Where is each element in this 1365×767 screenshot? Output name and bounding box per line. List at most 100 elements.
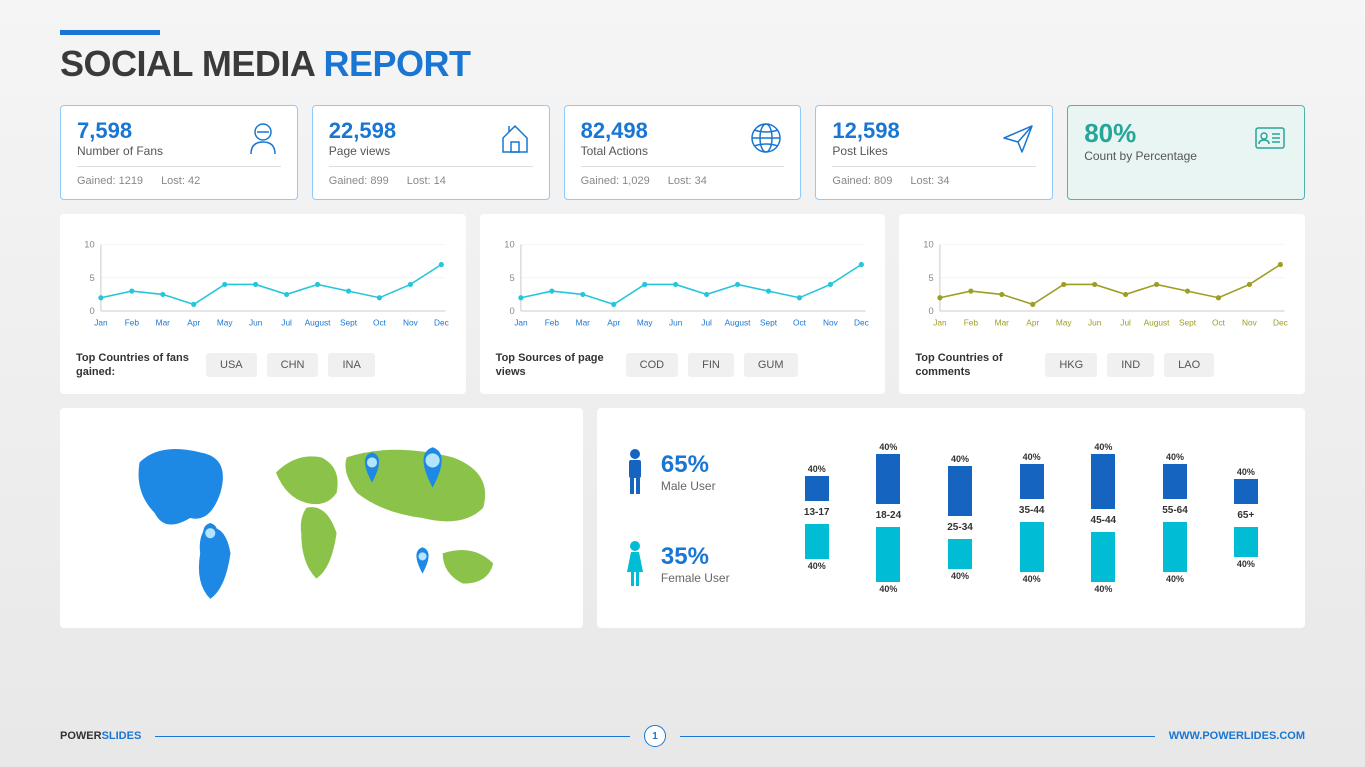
male-bar: [1091, 454, 1115, 509]
country-tag[interactable]: FIN: [688, 353, 734, 377]
metric-gained: Gained: 899: [329, 175, 389, 187]
metric-lost: Lost: 34: [910, 175, 949, 187]
footer: POWERSLIDES 1 WWW.POWERLIDES.COM: [60, 725, 1305, 747]
svg-text:Mar: Mar: [995, 318, 1010, 328]
male-bar: [1234, 479, 1258, 504]
female-bar: [876, 527, 900, 582]
svg-text:Apr: Apr: [187, 318, 200, 328]
svg-text:Apr: Apr: [1027, 318, 1040, 328]
svg-text:Dec: Dec: [854, 318, 869, 328]
chart-label: Top Countries of comments: [915, 351, 1035, 380]
country-tag[interactable]: HKG: [1045, 353, 1097, 377]
bar-value-label: 40%: [1023, 574, 1041, 584]
male-pct: 65%: [661, 451, 716, 479]
svg-text:5: 5: [89, 273, 94, 283]
page-number: 1: [644, 725, 666, 747]
bar-value-label: 40%: [808, 464, 826, 474]
metric-card-1: 22,598 Page views Gained: 899Lost: 14: [312, 105, 550, 200]
footer-url: WWW.POWERLIDES.COM: [1169, 730, 1305, 742]
male-bar: [805, 476, 829, 501]
bar-value-label: 40%: [1166, 452, 1184, 462]
metric-lost: Lost: 34: [668, 175, 707, 187]
chart-label: Top Countries of fans gained:: [76, 351, 196, 380]
country-tag[interactable]: IND: [1107, 353, 1154, 377]
bar-value-label: 40%: [879, 584, 897, 594]
chart-panel-1: 0510JanFebMarAprMayJunJulAugustSeptOctNo…: [480, 214, 886, 394]
svg-text:Dec: Dec: [1273, 318, 1288, 328]
world-map: [74, 422, 569, 614]
bar-value-label: 40%: [1094, 584, 1112, 594]
bar-value-label: 40%: [879, 442, 897, 452]
svg-text:5: 5: [929, 273, 934, 283]
age-column-4: 40% 45-44 40%: [1091, 442, 1117, 594]
country-tag[interactable]: COD: [626, 353, 678, 377]
svg-text:Jan: Jan: [514, 318, 528, 328]
age-column-5: 40% 55-64 40%: [1162, 452, 1188, 584]
age-column-3: 40% 35-44 40%: [1019, 452, 1045, 584]
svg-text:10: 10: [924, 240, 934, 250]
age-label: 55-64: [1162, 505, 1188, 516]
svg-text:Jan: Jan: [94, 318, 108, 328]
svg-text:May: May: [1056, 318, 1073, 328]
female-bar: [1020, 522, 1044, 572]
age-label: 45-44: [1091, 515, 1117, 526]
chart-panel-2: 0510JanFebMarAprMayJunJulAugustSeptOctNo…: [899, 214, 1305, 394]
female-stat: 35%Female User: [621, 540, 781, 588]
male-bar: [1020, 464, 1044, 499]
metric-lost: Lost: 42: [161, 175, 200, 187]
country-tag[interactable]: USA: [206, 353, 257, 377]
user-icon: [245, 120, 281, 161]
country-tag[interactable]: GUM: [744, 353, 798, 377]
bar-value-label: 40%: [1237, 559, 1255, 569]
svg-text:May: May: [217, 318, 234, 328]
svg-text:Jul: Jul: [281, 318, 292, 328]
home-icon: [497, 120, 533, 161]
female-bar: [1163, 522, 1187, 572]
svg-text:Oct: Oct: [1212, 318, 1226, 328]
svg-text:August: August: [1144, 318, 1171, 328]
svg-text:5: 5: [509, 273, 514, 283]
svg-text:Nov: Nov: [403, 318, 419, 328]
female-bar: [948, 539, 972, 569]
svg-text:Nov: Nov: [1242, 318, 1258, 328]
male-bar: [1163, 464, 1187, 499]
svg-text:Sept: Sept: [760, 318, 778, 328]
page-title: SOCIAL MEDIA REPORT: [60, 43, 1305, 85]
male-bar: [948, 466, 972, 516]
bar-value-label: 40%: [1094, 442, 1112, 452]
metric-card-2: 82,498 Total Actions Gained: 1,029Lost: …: [564, 105, 802, 200]
country-tag[interactable]: INA: [328, 353, 374, 377]
age-label: 13-17: [804, 507, 830, 518]
age-label: 65+: [1237, 510, 1254, 521]
male-stat: 65%Male User: [621, 448, 781, 496]
bar-value-label: 40%: [951, 571, 969, 581]
svg-text:0: 0: [509, 306, 514, 316]
globe-icon: [748, 120, 784, 161]
svg-text:Dec: Dec: [434, 318, 449, 328]
bar-value-label: 40%: [951, 454, 969, 464]
metric-gained: Gained: 1,029: [581, 175, 650, 187]
age-column-6: 40% 65+ 40%: [1234, 467, 1258, 569]
svg-text:Feb: Feb: [125, 318, 140, 328]
country-tag[interactable]: LAO: [1164, 353, 1214, 377]
demographics-bars: 40% 13-17 40% 40% 18-24 40% 40% 25-34 40…: [781, 426, 1281, 610]
svg-text:Jun: Jun: [249, 318, 263, 328]
bar-value-label: 40%: [1237, 467, 1255, 477]
female-bar: [1234, 527, 1258, 557]
svg-text:Apr: Apr: [607, 318, 620, 328]
female-bar: [805, 524, 829, 559]
female-bar: [1091, 532, 1115, 582]
age-label: 35-44: [1019, 505, 1045, 516]
metric-card-0: 7,598 Number of Fans Gained: 1219Lost: 4…: [60, 105, 298, 200]
country-tag[interactable]: CHN: [267, 353, 319, 377]
bar-value-label: 40%: [808, 561, 826, 571]
metric-gained: Gained: 1219: [77, 175, 143, 187]
chart-label: Top Sources of page views: [496, 351, 616, 380]
svg-text:Feb: Feb: [964, 318, 979, 328]
metric-lost: Lost: 14: [407, 175, 446, 187]
metric-card-3: 12,598 Post Likes Gained: 809Lost: 34: [815, 105, 1053, 200]
id-icon: [1252, 120, 1288, 161]
svg-text:Jun: Jun: [669, 318, 683, 328]
svg-text:Oct: Oct: [793, 318, 807, 328]
age-column-0: 40% 13-17 40%: [804, 464, 830, 571]
